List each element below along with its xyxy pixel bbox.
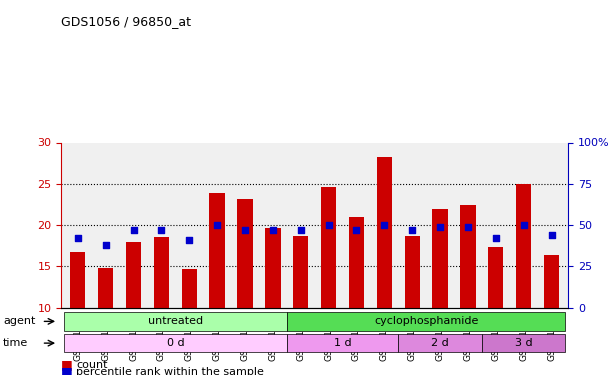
FancyBboxPatch shape xyxy=(287,334,398,352)
FancyBboxPatch shape xyxy=(482,334,565,352)
Bar xyxy=(349,217,364,308)
Bar xyxy=(154,237,169,308)
Bar xyxy=(433,209,448,308)
Bar xyxy=(98,268,114,308)
Bar xyxy=(237,199,253,308)
Point xyxy=(379,222,389,228)
Text: time: time xyxy=(3,338,28,348)
Point xyxy=(101,242,111,248)
Text: agent: agent xyxy=(3,316,35,326)
Bar xyxy=(404,236,420,308)
Bar xyxy=(126,242,141,308)
Bar xyxy=(544,255,559,308)
Text: untreated: untreated xyxy=(148,316,203,326)
Text: ■: ■ xyxy=(61,366,73,375)
Point xyxy=(212,222,222,228)
Text: 1 d: 1 d xyxy=(334,338,351,348)
Point xyxy=(185,237,194,243)
Bar xyxy=(488,247,503,308)
FancyBboxPatch shape xyxy=(64,334,287,352)
Bar xyxy=(181,269,197,308)
Bar xyxy=(265,228,280,308)
Point xyxy=(491,235,500,241)
FancyBboxPatch shape xyxy=(398,334,482,352)
Point xyxy=(324,222,334,228)
Point xyxy=(156,227,166,233)
Text: 0 d: 0 d xyxy=(167,338,184,348)
Point xyxy=(240,227,250,233)
Bar xyxy=(460,205,475,308)
Bar xyxy=(210,193,225,308)
Point xyxy=(296,227,306,233)
Point xyxy=(408,227,417,233)
Point xyxy=(463,224,473,230)
Point xyxy=(268,227,278,233)
Point xyxy=(435,224,445,230)
FancyBboxPatch shape xyxy=(64,312,287,331)
Bar xyxy=(293,236,309,308)
Text: 2 d: 2 d xyxy=(431,338,449,348)
Point xyxy=(73,235,82,241)
Text: cyclophosphamide: cyclophosphamide xyxy=(374,316,478,326)
Bar xyxy=(516,184,532,308)
Bar xyxy=(376,158,392,308)
Bar xyxy=(321,187,336,308)
FancyBboxPatch shape xyxy=(287,312,565,331)
Point xyxy=(129,227,139,233)
Text: GDS1056 / 96850_at: GDS1056 / 96850_at xyxy=(61,15,191,28)
Bar xyxy=(70,252,86,308)
Text: percentile rank within the sample: percentile rank within the sample xyxy=(76,367,264,375)
Text: 3 d: 3 d xyxy=(515,338,532,348)
Point xyxy=(547,232,557,238)
Point xyxy=(351,227,361,233)
Text: count: count xyxy=(76,360,108,369)
Point xyxy=(519,222,529,228)
Text: ■: ■ xyxy=(61,358,73,371)
